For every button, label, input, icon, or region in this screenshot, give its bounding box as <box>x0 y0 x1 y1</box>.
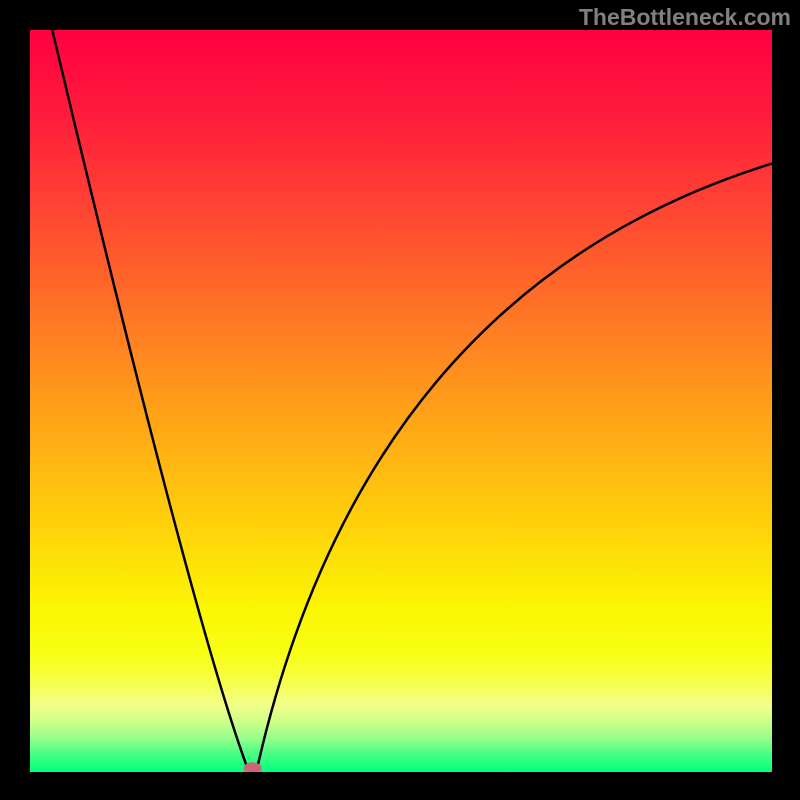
plot-area <box>30 30 772 772</box>
gradient-background <box>30 30 772 772</box>
chart-container: TheBottleneck.com <box>0 0 800 800</box>
watermark-text: TheBottleneck.com <box>579 4 791 31</box>
plot-svg <box>30 30 772 772</box>
